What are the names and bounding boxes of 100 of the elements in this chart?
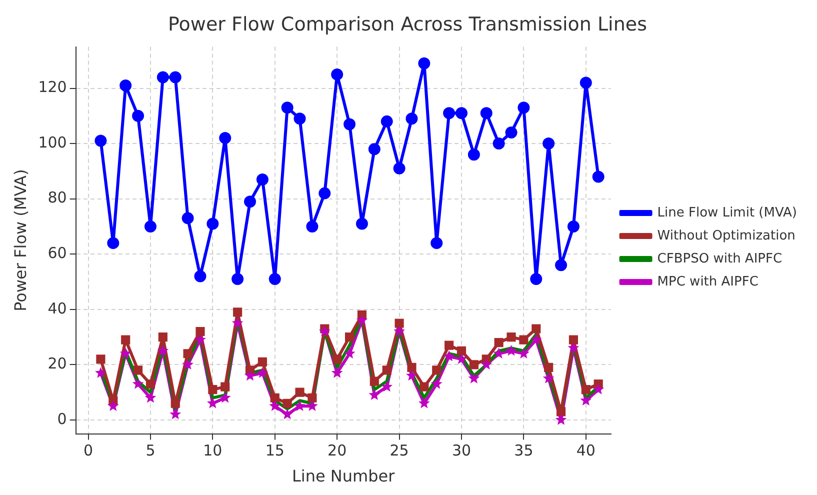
point — [345, 332, 354, 342]
point — [244, 196, 256, 208]
point — [592, 170, 604, 183]
y-tick-label: 20 — [48, 354, 67, 373]
x-tick-label: 25 — [390, 442, 409, 460]
point — [469, 360, 478, 370]
point — [380, 115, 393, 128]
point — [146, 380, 156, 389]
point — [295, 388, 304, 397]
point — [368, 143, 380, 156]
point — [581, 385, 590, 394]
point — [95, 366, 106, 378]
y-axis-title: Power Flow (MVA) — [10, 169, 30, 312]
point — [418, 57, 430, 70]
point — [331, 366, 343, 378]
point — [480, 358, 492, 370]
point — [542, 372, 554, 384]
point — [456, 346, 466, 356]
legend-label: Line Flow Limit (MVA) — [657, 205, 798, 220]
point — [268, 273, 281, 285]
point — [194, 270, 206, 282]
point — [107, 237, 120, 250]
point — [580, 394, 592, 406]
point — [592, 384, 604, 394]
point — [580, 76, 592, 89]
point — [444, 340, 454, 350]
point — [282, 408, 294, 420]
point — [344, 348, 356, 358]
point — [542, 138, 555, 150]
point — [530, 334, 542, 345]
point — [120, 80, 132, 92]
y-tick-label: 60 — [48, 244, 67, 262]
point — [406, 370, 418, 381]
point — [344, 118, 356, 130]
point — [233, 308, 242, 317]
y-tick-label: 100 — [38, 133, 67, 152]
point — [356, 314, 368, 326]
point — [144, 392, 156, 403]
point — [232, 317, 244, 328]
point — [96, 354, 106, 364]
point — [132, 378, 144, 389]
point — [544, 362, 554, 372]
point — [182, 212, 194, 224]
point — [306, 220, 318, 232]
point — [120, 348, 132, 358]
point — [418, 397, 430, 408]
y-tick-label: 0 — [57, 410, 67, 428]
point — [394, 318, 404, 328]
point — [158, 332, 168, 342]
point — [494, 338, 504, 348]
point — [194, 334, 206, 345]
point — [144, 220, 156, 232]
x-tick-label: 0 — [84, 442, 94, 460]
point — [256, 173, 268, 186]
point — [132, 110, 144, 122]
point — [394, 326, 406, 336]
point — [318, 187, 331, 200]
point — [443, 350, 455, 362]
point — [232, 273, 244, 285]
point — [94, 134, 107, 147]
point — [157, 344, 169, 356]
point — [407, 362, 416, 372]
point — [256, 366, 268, 378]
point — [331, 68, 344, 80]
point — [308, 393, 317, 402]
point — [518, 348, 530, 358]
point — [156, 71, 169, 84]
point — [532, 324, 541, 334]
point — [318, 326, 330, 336]
point — [170, 408, 182, 420]
legend-label: MPC with AIPFC — [657, 274, 758, 290]
point — [270, 393, 280, 402]
point — [220, 382, 230, 392]
point — [505, 126, 518, 138]
point — [430, 378, 442, 389]
point — [456, 107, 468, 120]
point — [183, 349, 192, 358]
y-tick-label: 120 — [38, 78, 67, 96]
point — [294, 400, 306, 412]
point — [555, 259, 568, 272]
point — [356, 218, 368, 230]
point — [468, 372, 480, 384]
point — [556, 407, 566, 416]
point — [208, 385, 218, 394]
point — [406, 112, 418, 125]
x-axis-title: Line Number — [292, 466, 396, 486]
x-tick-label: 35 — [514, 442, 534, 460]
point — [519, 335, 528, 344]
point — [506, 332, 516, 342]
point — [258, 357, 267, 366]
point — [269, 400, 281, 412]
point — [393, 162, 406, 174]
x-tick-label: 10 — [203, 442, 222, 460]
y-tick-label: 40 — [48, 299, 67, 318]
point — [555, 414, 567, 425]
point — [568, 335, 578, 344]
legend-label: Without Optimization — [657, 228, 796, 244]
point — [107, 400, 119, 412]
point — [294, 112, 306, 125]
point — [420, 382, 429, 392]
